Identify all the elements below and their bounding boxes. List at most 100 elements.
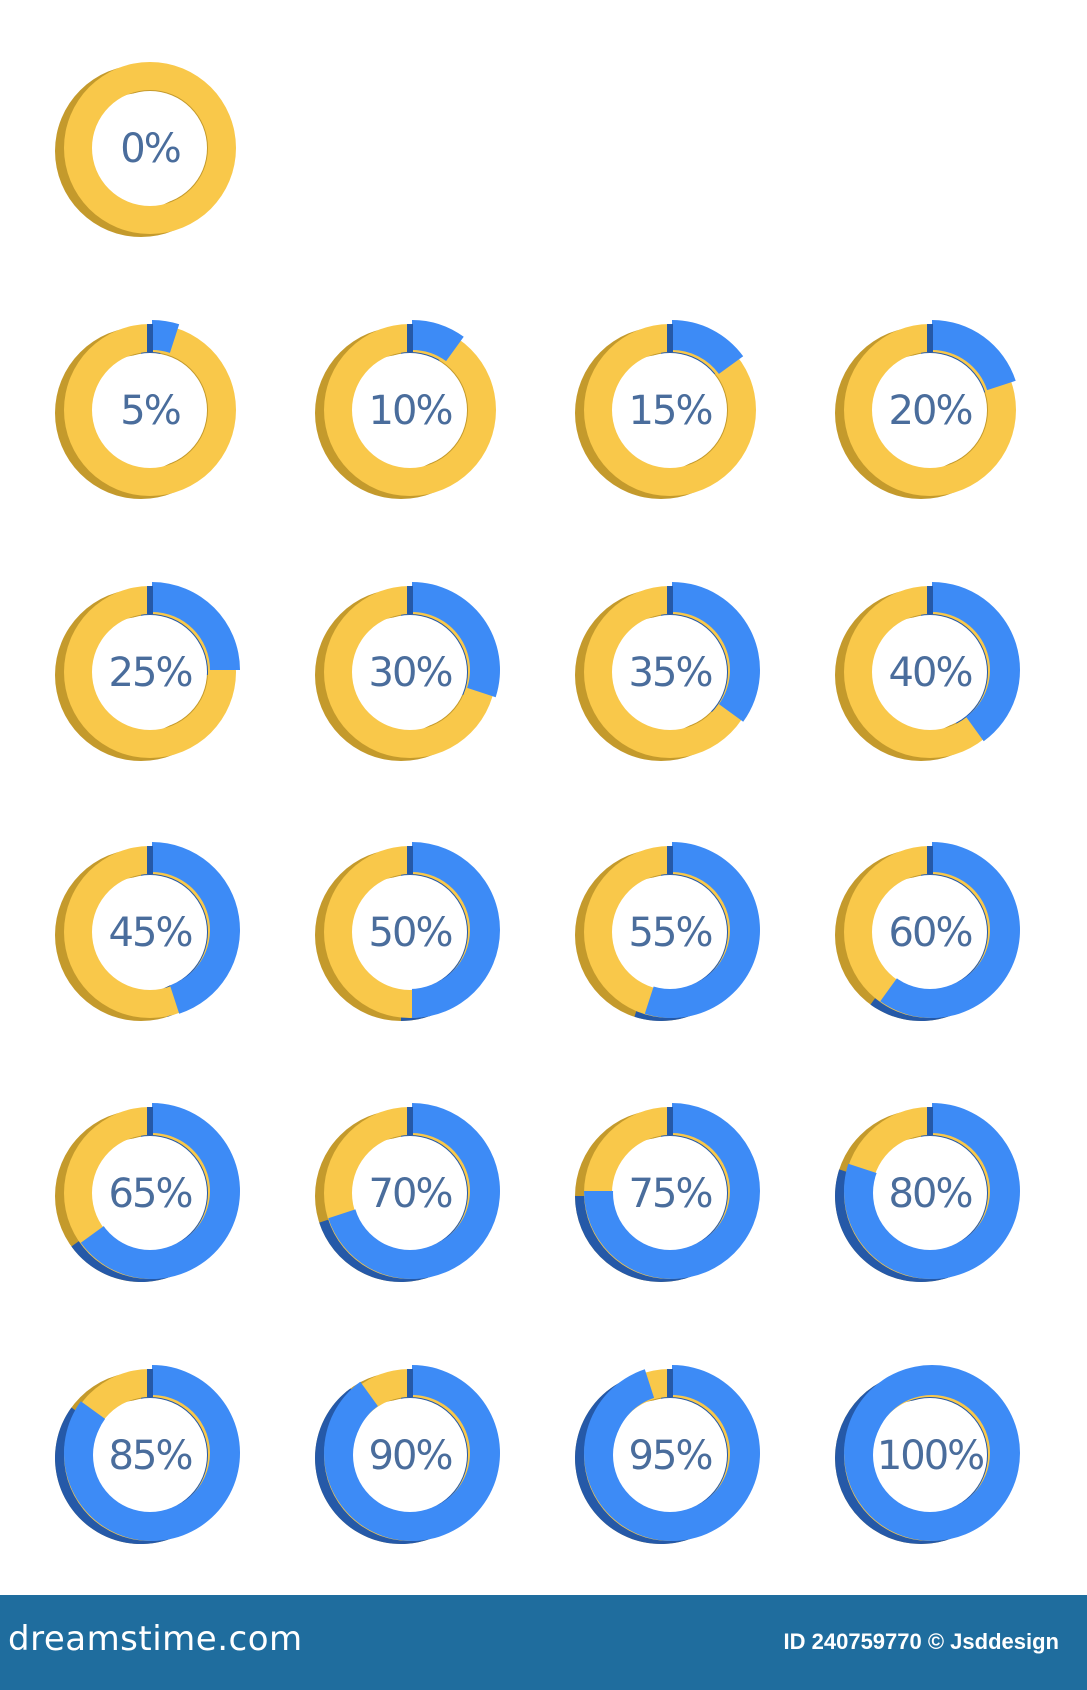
donut-hole (93, 353, 207, 467)
donut-segment-edge (927, 586, 933, 614)
donut-filled-segment (644, 842, 760, 1019)
donut-filled-segment (152, 842, 240, 1014)
donut-label-35-percent: 35% (629, 650, 712, 696)
donut-65-percent: 65% (55, 1103, 240, 1282)
donut-5-percent: 5% (55, 320, 236, 499)
donut-hole (613, 875, 727, 989)
donut-hole (873, 615, 987, 729)
donut-label-40-percent: 40% (889, 650, 972, 696)
donut-40-percent: 40% (835, 582, 1020, 761)
donut-label-95-percent: 95% (629, 1433, 712, 1479)
donut-label-65-percent: 65% (109, 1171, 192, 1217)
donut-80-percent: 80% (835, 1103, 1021, 1283)
donut-55-percent: 55% (575, 842, 760, 1022)
donut-filled-segment (328, 1103, 501, 1279)
donut-hole (873, 1398, 987, 1512)
donut-segment-edge (407, 1107, 413, 1135)
donut-label-45-percent: 45% (109, 910, 192, 956)
donut-hole (353, 1398, 467, 1512)
donut-label-100-percent: 100% (877, 1433, 983, 1479)
donut-hole (873, 353, 987, 467)
donut-filled-segment (80, 1103, 240, 1279)
donut-hole (93, 1398, 207, 1512)
donut-segment-edge (667, 1107, 673, 1135)
donut-85-percent: 85% (55, 1365, 241, 1544)
donut-segment-edge (667, 1369, 673, 1397)
donut-segment-edge (407, 324, 413, 352)
donut-remaining-segment (63, 323, 236, 497)
donut-label-60-percent: 60% (889, 910, 972, 956)
donut-segment-edge (927, 1107, 933, 1135)
donut-remaining-segment (584, 324, 756, 496)
donut-filled-segment (323, 1365, 501, 1541)
donut-remaining-segment (63, 61, 236, 235)
donut-0-percent: 0% (55, 61, 236, 237)
donut-segment-edge (147, 846, 153, 874)
donut-25-percent: 25% (55, 582, 240, 761)
donut-filled-segment (672, 582, 760, 722)
donut-filled-segment (412, 842, 500, 1018)
donut-15-percent: 15% (575, 320, 756, 499)
donut-filled-segment (584, 1365, 761, 1541)
donut-segment-edge (927, 324, 933, 352)
donut-hole (613, 1398, 727, 1512)
donut-segment-edge (667, 586, 673, 614)
donut-label-0-percent: 0% (120, 126, 179, 172)
donut-35-percent: 35% (575, 582, 760, 761)
donut-filled-segment (844, 1103, 1021, 1279)
donut-segment-edge (667, 846, 673, 874)
donut-label-30-percent: 30% (369, 650, 452, 696)
donut-hole (353, 353, 467, 467)
donut-remaining-segment (63, 585, 236, 759)
donut-label-25-percent: 25% (109, 650, 192, 696)
donut-hole (353, 615, 467, 729)
donut-hole (613, 353, 727, 467)
donut-label-70-percent: 70% (369, 1171, 452, 1217)
donut-30-percent: 30% (315, 582, 500, 761)
donut-hole (353, 875, 467, 989)
image-credit: ID 240759770 © Jsddesign (783, 1629, 1059, 1654)
dreamstime-logo[interactable]: dreamstime.com (8, 1619, 303, 1659)
donut-hole (613, 1136, 727, 1250)
donut-segment-edge (667, 324, 673, 352)
donut-remaining-segment (584, 586, 756, 758)
donut-45-percent: 45% (55, 842, 240, 1021)
donut-hole (613, 615, 727, 729)
donut-remaining-segment (324, 586, 496, 758)
donut-chart-grid: 0% 5% 10% 15% 20% 25% 30% 35% 40% 45% 50% 55% 60% 65%… (55, 61, 1021, 1545)
donut-label-15-percent: 15% (629, 388, 712, 434)
donut-filled-segment (152, 582, 240, 670)
donut-remaining-segment (324, 324, 496, 496)
donut-filled-segment (932, 582, 1020, 742)
donut-hole (93, 91, 207, 205)
donut-95-percent: 95% (575, 1365, 761, 1544)
donut-hole (873, 1136, 987, 1250)
donut-label-90-percent: 90% (369, 1433, 452, 1479)
donut-segment-edge (407, 846, 413, 874)
donut-70-percent: 70% (315, 1103, 501, 1282)
donut-60-percent: 60% (835, 842, 1020, 1022)
donut-filled-segment (64, 1365, 241, 1542)
donut-filled-segment (412, 320, 464, 362)
donut-label-80-percent: 80% (889, 1171, 972, 1217)
donut-label-55-percent: 55% (629, 910, 712, 956)
donut-filled-segment (844, 1365, 1020, 1541)
donut-label-20-percent: 20% (889, 388, 972, 434)
donut-filled-segment (584, 1103, 760, 1279)
donut-hole (93, 1136, 207, 1250)
donut-segment-edge (147, 1107, 153, 1135)
donut-remaining-segment (844, 324, 1016, 496)
donut-hole (873, 875, 987, 989)
donut-label-75-percent: 75% (629, 1171, 712, 1217)
donut-10-percent: 10% (315, 320, 496, 499)
donut-filled-segment (880, 842, 1020, 1019)
donut-20-percent: 20% (835, 320, 1016, 499)
donut-hole (353, 1136, 467, 1250)
donut-label-50-percent: 50% (369, 910, 452, 956)
donut-filled-segment (672, 320, 744, 374)
donut-filled-segment (152, 320, 180, 353)
donut-segment-edge (147, 586, 153, 614)
watermark-footer-bar: dreamstime.com ID 240759770 © Jsddesign (0, 1595, 1087, 1690)
donut-segment-edge (147, 1369, 153, 1397)
donut-hole (93, 615, 207, 729)
